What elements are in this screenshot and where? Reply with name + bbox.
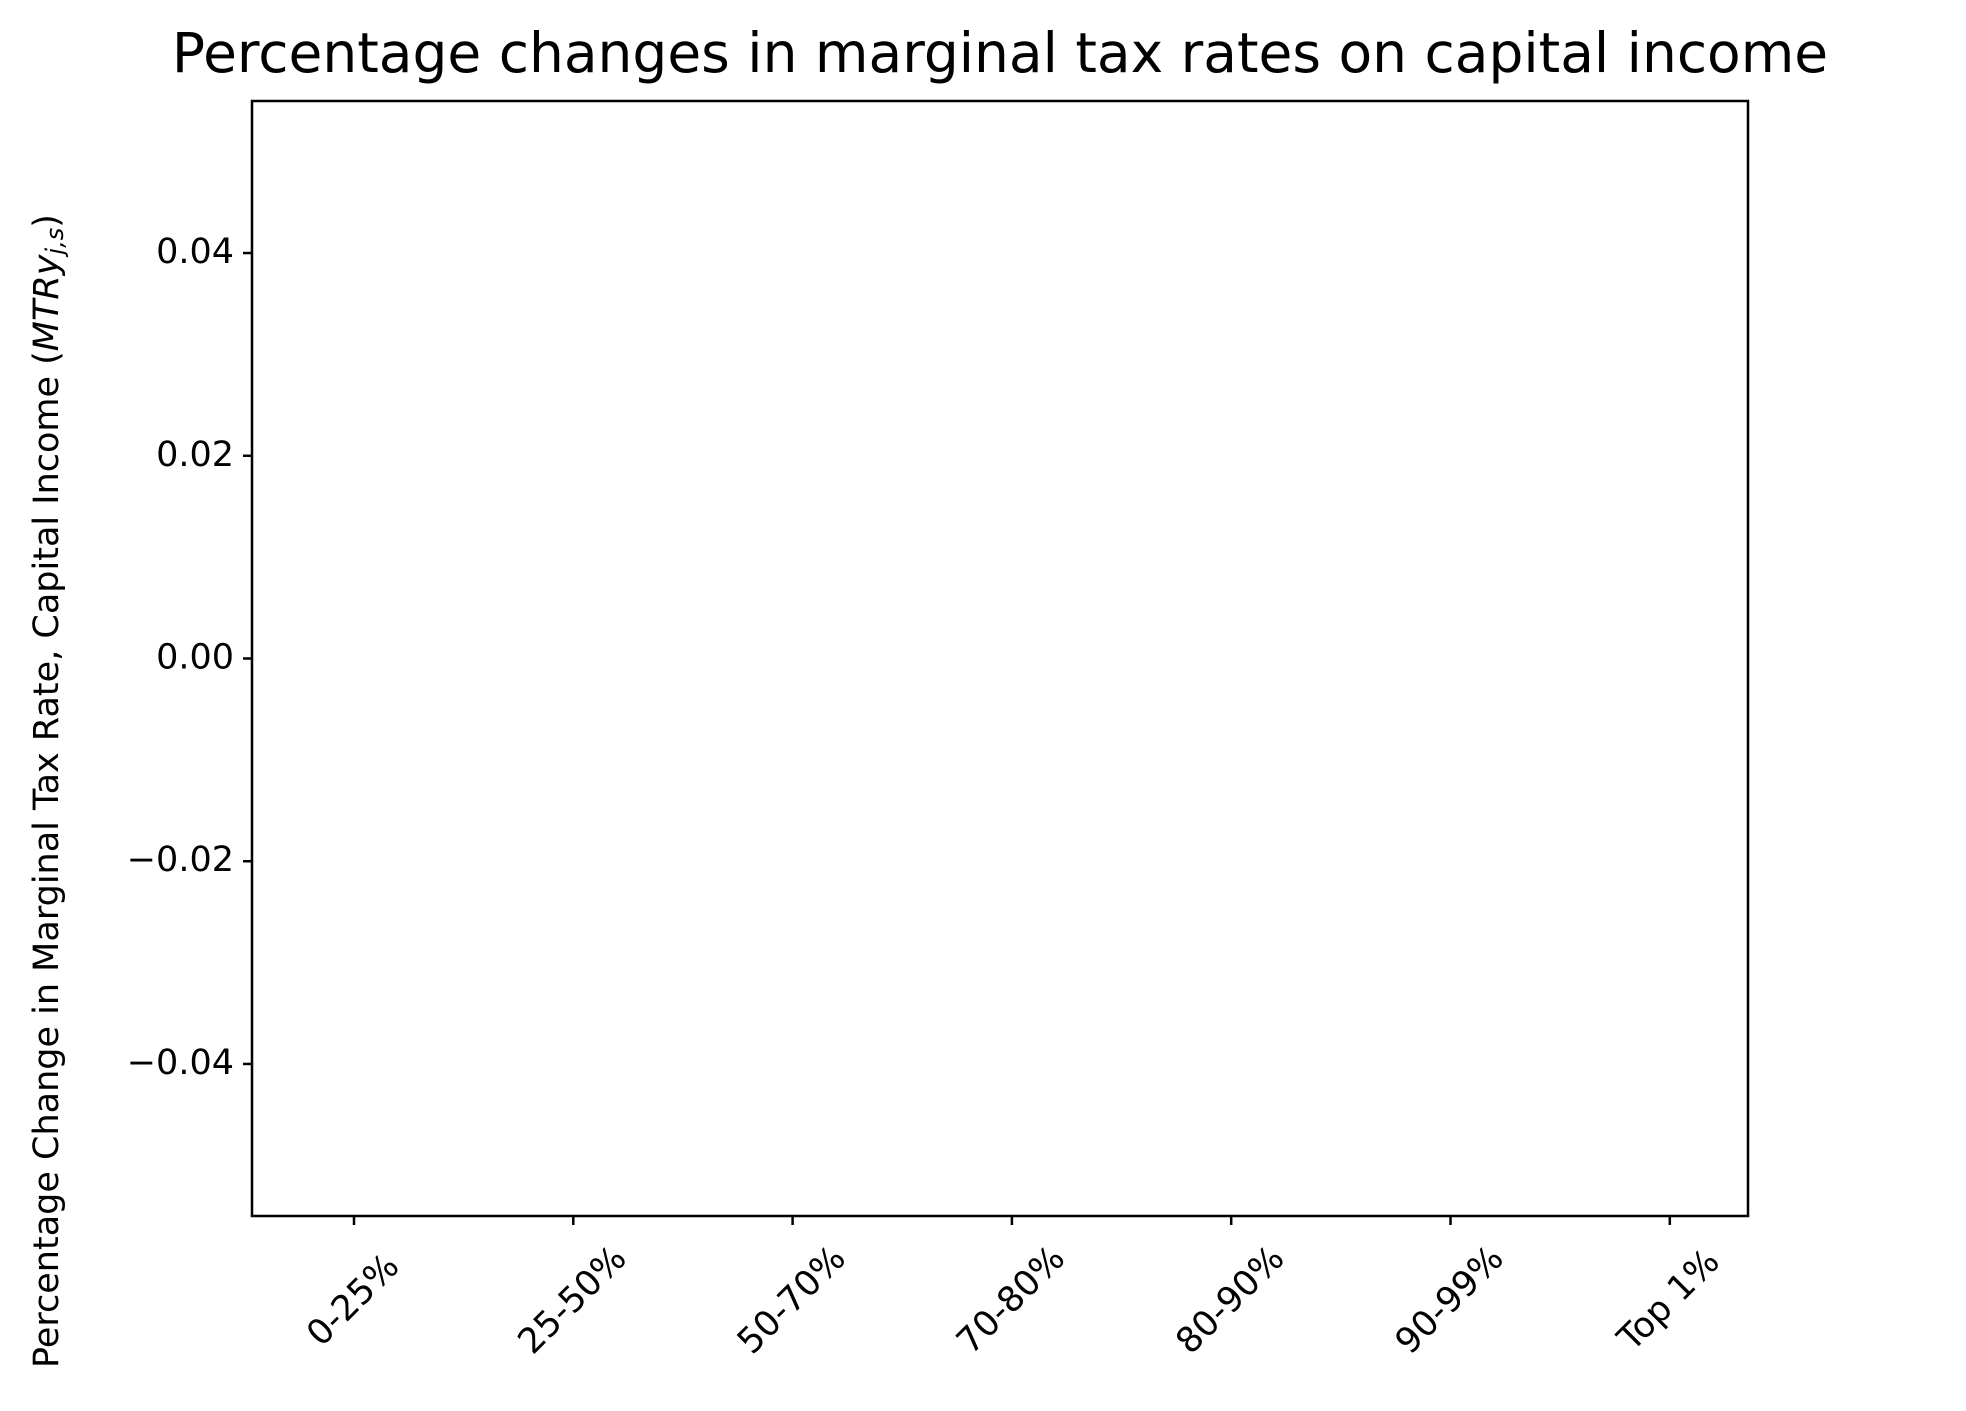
chart-title: Percentage changes in marginal tax rates…: [172, 21, 1828, 85]
x-tick-label: 70-80%: [949, 1238, 1073, 1362]
y-label-symbol: MTRy: [27, 253, 67, 351]
y-tick-label: 0.00: [156, 638, 234, 678]
x-tick-label: 25-50%: [511, 1238, 635, 1362]
y-label-text: Percentage Change in Marginal Tax Rate, …: [27, 351, 67, 1368]
y-label-close: ): [27, 214, 67, 228]
plot-frame: [250, 99, 1750, 1218]
y-label-subscript: j,s: [41, 228, 69, 258]
y-tick-label: 0.02: [156, 435, 234, 475]
y-tick-label: 0.04: [156, 232, 234, 272]
x-tick-label: 50-70%: [730, 1238, 854, 1362]
y-tick-label: −0.02: [127, 840, 234, 880]
x-tick-label: Top 1%: [1610, 1242, 1728, 1360]
x-tick-label: 0-25%: [299, 1246, 407, 1354]
y-tick-label: −0.04: [127, 1043, 234, 1083]
y-axis-label: Percentage Change in Marginal Tax Rate, …: [27, 214, 69, 1368]
x-tick-label: 80-90%: [1169, 1238, 1293, 1362]
x-tick-label: 90-99%: [1388, 1238, 1512, 1362]
